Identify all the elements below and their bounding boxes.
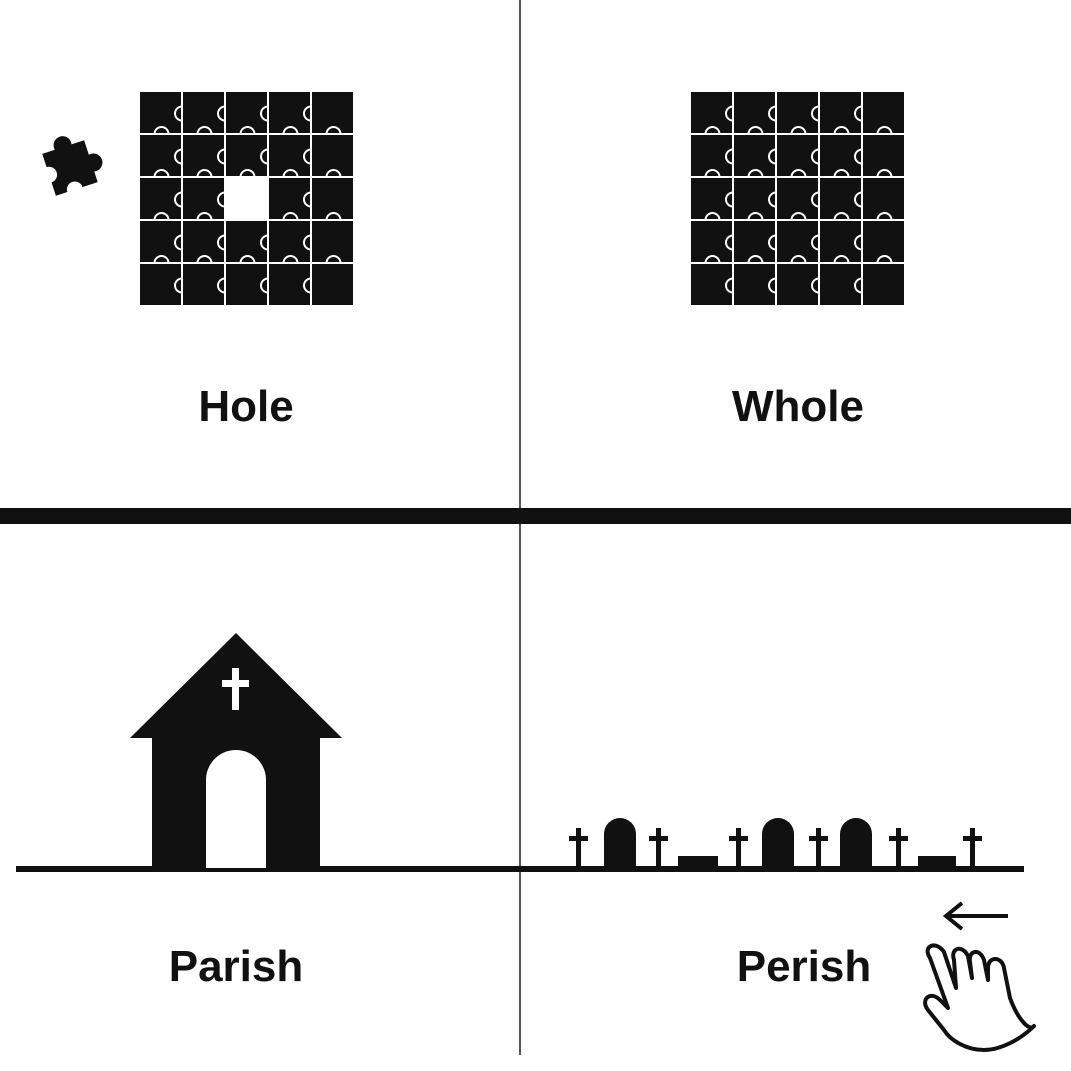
swipe-hand-icon xyxy=(923,901,1036,1052)
ground-line xyxy=(16,866,1024,872)
caption-perish: Perish xyxy=(736,942,872,991)
puzzle-grid-complete-icon xyxy=(691,92,904,305)
graveyard-icon xyxy=(569,818,982,868)
caption-whole: Whole xyxy=(732,382,864,431)
puzzle-grid-with-hole-icon xyxy=(140,92,353,305)
horizontal-divider xyxy=(0,508,1071,524)
caption-hole: Hole xyxy=(198,382,294,431)
caption-parish: Parish xyxy=(168,942,304,991)
puzzle-piece-icon xyxy=(41,136,103,198)
church-icon xyxy=(130,633,342,868)
